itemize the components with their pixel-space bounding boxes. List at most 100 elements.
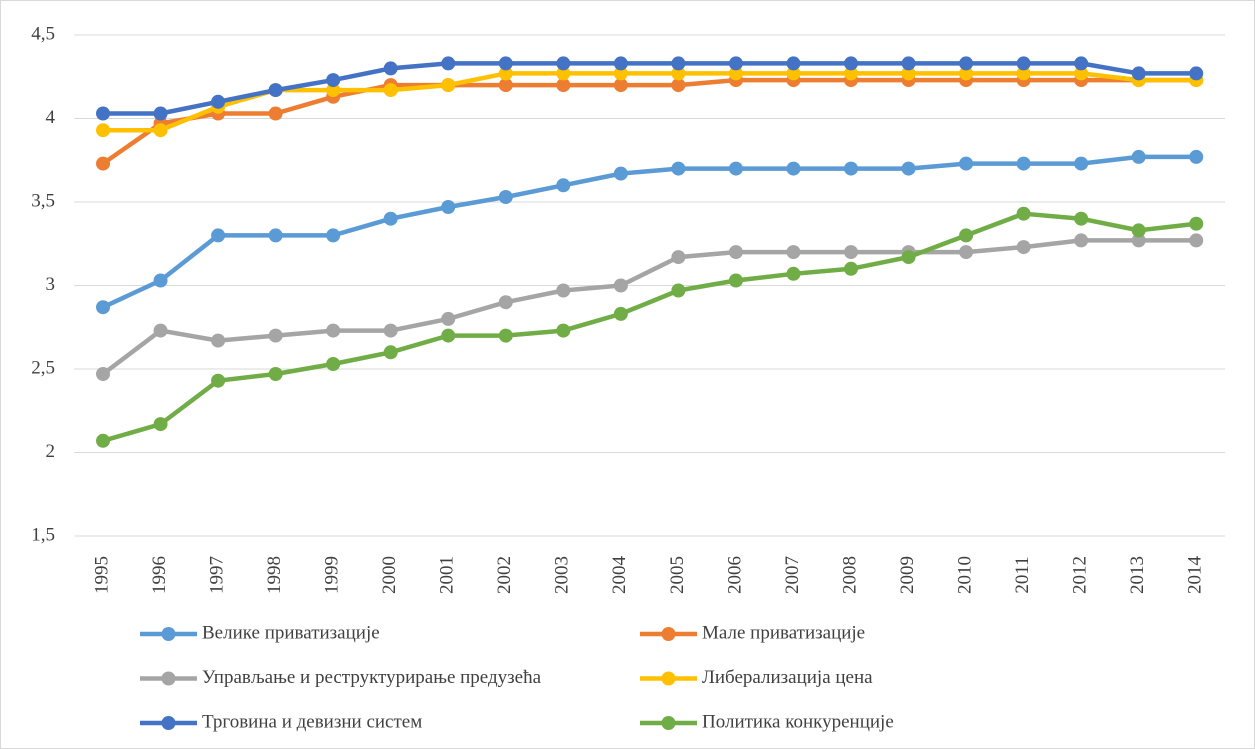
data-point: [383, 61, 398, 76]
data-point: [1189, 233, 1204, 248]
data-point: [613, 278, 628, 293]
y-tick-label: 2,5: [31, 357, 55, 378]
data-point: [441, 78, 456, 93]
legend-label: Мале приватизације: [702, 622, 865, 643]
data-point: [671, 56, 686, 71]
data-point: [728, 66, 743, 81]
x-tick-label: 2014: [1185, 556, 1206, 595]
x-tick-label: 2010: [954, 556, 975, 594]
series-line: [102, 211, 1197, 443]
data-point: [1016, 240, 1031, 255]
legend-label: Управљање и реструктурирање предузећа: [202, 667, 542, 688]
data-point: [1189, 216, 1204, 231]
data-point: [1016, 206, 1031, 221]
data-point: [153, 273, 168, 288]
data-point: [671, 283, 686, 298]
data-point: [786, 66, 801, 81]
data-point: [1016, 66, 1031, 81]
data-point: [959, 66, 974, 81]
x-tick-label: 2012: [1070, 556, 1091, 594]
data-point: [211, 373, 226, 388]
data-point: [786, 56, 801, 71]
data-point: [326, 228, 341, 243]
data-point: [1074, 56, 1089, 71]
data-point: [844, 161, 859, 176]
data-point: [211, 228, 226, 243]
data-point: [1074, 233, 1089, 248]
x-tick-label: 1997: [206, 556, 227, 594]
data-point: [959, 228, 974, 243]
x-tick-label: 1996: [149, 556, 170, 594]
data-point: [1131, 223, 1146, 238]
data-point: [901, 56, 916, 71]
data-point: [613, 56, 628, 71]
legend-label: Трговина и девизни систем: [202, 711, 422, 732]
data-point: [268, 106, 283, 121]
data-point: [326, 83, 341, 98]
data-point: [844, 245, 859, 260]
legend-marker: [161, 627, 176, 641]
data-point: [268, 228, 283, 243]
legend-label: Велике приватизације: [202, 622, 380, 643]
series-line: [103, 61, 1197, 116]
data-point: [556, 56, 571, 71]
x-tick-label: 2001: [437, 556, 458, 594]
data-point: [498, 78, 513, 93]
legend-marker: [161, 671, 176, 686]
data-point: [153, 123, 168, 138]
data-point: [1189, 66, 1204, 81]
data-point: [498, 189, 513, 204]
data-point: [671, 66, 686, 81]
data-point: [268, 328, 283, 343]
legend: Велике приватизације Мале приватизације Уп…: [140, 622, 894, 732]
data-point: [326, 356, 341, 371]
data-point: [1131, 233, 1146, 248]
data-point: [268, 83, 283, 98]
y-tick-label: 4,5: [31, 23, 55, 44]
legend-label: Либерализација цена: [702, 667, 873, 688]
data-point: [268, 367, 283, 382]
data-point: [1074, 211, 1089, 226]
data-point: [556, 66, 571, 81]
x-tick-label: 2002: [494, 556, 515, 594]
y-tick-label: 4: [46, 107, 56, 128]
data-point: [1131, 66, 1146, 81]
data-point: [786, 245, 801, 260]
legend-marker: [161, 716, 176, 730]
data-point: [613, 78, 628, 93]
legend-marker: [661, 671, 676, 686]
series-line: [102, 154, 1197, 310]
legend-marker: [661, 627, 676, 641]
data-point: [901, 66, 916, 81]
data-point: [959, 56, 974, 71]
data-point: [959, 156, 974, 171]
data-point: [326, 73, 341, 88]
data-point: [383, 323, 398, 338]
series-line: [101, 238, 1197, 376]
x-tick-label: 1995: [91, 556, 112, 594]
data-point: [1074, 156, 1089, 171]
data-point: [96, 106, 111, 121]
data-point: [671, 78, 686, 93]
data-point: [844, 66, 859, 81]
data-point: [959, 245, 974, 260]
data-point: [613, 66, 628, 81]
x-tick-label: 2007: [782, 556, 803, 594]
x-tick-label: 2004: [609, 556, 630, 595]
x-tick-label: 2011: [1012, 556, 1033, 593]
data-point: [441, 200, 456, 215]
data-point: [96, 433, 111, 448]
data-point: [1189, 149, 1204, 164]
data-point: [326, 323, 341, 338]
data-point: [498, 66, 513, 81]
x-tick-label: 2009: [897, 556, 918, 594]
data-point: [728, 245, 743, 260]
data-point: [1016, 56, 1031, 71]
data-point: [441, 328, 456, 343]
x-tick-label: 2006: [724, 556, 745, 594]
data-point: [728, 56, 743, 71]
data-point: [153, 417, 168, 432]
data-point: [786, 266, 801, 281]
data-point: [556, 323, 571, 338]
